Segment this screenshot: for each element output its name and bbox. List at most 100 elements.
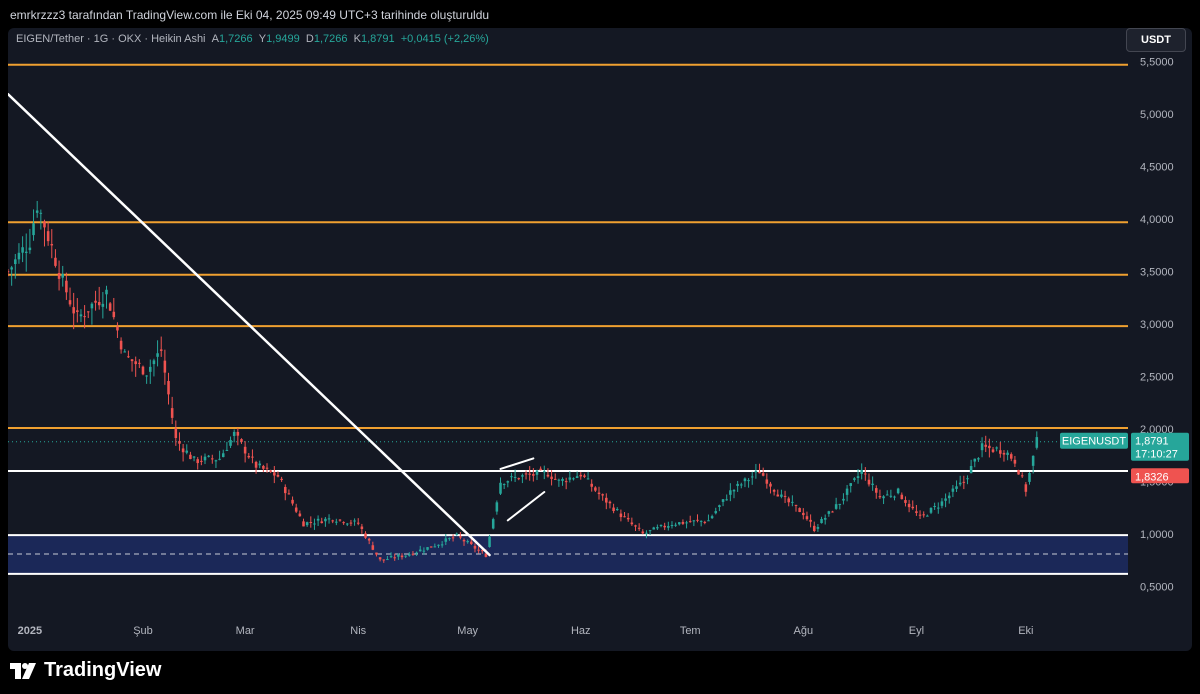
candle-body: [119, 340, 123, 350]
candle-body: [820, 518, 823, 524]
candle-body: [298, 513, 302, 517]
candle-body: [393, 557, 396, 559]
candle-body: [1028, 472, 1031, 482]
candle-body: [787, 498, 790, 503]
symbol-tag-text: EIGENUSDT: [1062, 436, 1126, 448]
candle-body: [397, 554, 400, 557]
candle-body: [707, 520, 710, 522]
candle-body: [856, 476, 860, 479]
candle-body: [652, 527, 656, 530]
candle-body: [499, 482, 502, 494]
candle-body: [685, 522, 688, 524]
candle-body: [39, 212, 43, 214]
candle-body: [50, 244, 54, 246]
currency-button[interactable]: USDT: [1126, 28, 1186, 52]
candle-body: [645, 532, 648, 534]
y-axis-tick-label: 3,0000: [1140, 319, 1174, 331]
candle-body: [915, 511, 918, 513]
candle-body: [853, 478, 856, 480]
candle-body: [710, 516, 714, 519]
y-axis-tick-label: 4,0000: [1140, 214, 1174, 226]
chart-frame[interactable]: 0,50001,00001,50002,00002,50003,00003,50…: [8, 28, 1192, 651]
candle-body: [280, 478, 283, 480]
trendline[interactable]: [506, 491, 546, 522]
candle-body: [287, 493, 291, 495]
candle-body: [575, 476, 579, 479]
tradingview-logo[interactable]: TradingView: [10, 659, 161, 682]
candle-body: [889, 495, 893, 497]
candle-body: [360, 526, 364, 530]
legend-open-label: A: [211, 33, 219, 45]
candle-body: [937, 507, 940, 509]
candle-body: [988, 445, 991, 449]
candle-body: [408, 554, 411, 556]
candle-body: [156, 353, 159, 357]
candle-body: [630, 522, 634, 525]
trendline[interactable]: [499, 457, 535, 470]
candle-body: [338, 519, 342, 521]
candle-body: [827, 511, 831, 514]
candle-body: [105, 289, 108, 295]
candle-body: [14, 259, 17, 265]
candle-body: [900, 494, 904, 500]
candle-body: [933, 506, 936, 508]
candle-body: [46, 231, 50, 242]
candle-body: [495, 502, 499, 512]
candle-body: [947, 495, 951, 499]
candle-body: [502, 484, 506, 486]
candle-body: [1009, 454, 1013, 459]
candle-body: [305, 522, 309, 526]
candle-body: [422, 550, 426, 552]
candle-body: [973, 458, 977, 462]
candle-body: [54, 257, 57, 266]
candle-body: [10, 267, 13, 270]
candle-body: [677, 522, 681, 525]
y-axis-tick-label: 0,5000: [1140, 582, 1174, 594]
candle-body: [696, 519, 699, 521]
candle-body: [791, 501, 794, 503]
legend-low-value: 1,7266: [313, 33, 348, 45]
candle-body: [232, 431, 236, 436]
candle-body: [382, 559, 386, 561]
candle-body: [79, 314, 83, 317]
candle-body: [141, 366, 145, 375]
candle-body: [557, 479, 561, 481]
x-axis-tick-label: Ağu: [794, 625, 814, 637]
candle-body: [594, 487, 597, 491]
legend-symbol: EIGEN/Tether · 1G · OKX · Heikin Ashi: [16, 33, 206, 45]
legend-open-value: 1,7266: [218, 33, 253, 45]
candle-body: [798, 508, 801, 513]
candle-body: [535, 470, 539, 475]
trendline[interactable]: [8, 92, 491, 557]
candle-body: [28, 247, 32, 251]
candle-body: [513, 476, 517, 478]
candle-body: [904, 500, 907, 503]
candle-body: [597, 492, 601, 495]
candle-body: [236, 431, 240, 436]
chart-canvas[interactable]: 0,50001,00001,50002,00002,50003,00003,50…: [8, 28, 1192, 651]
candle-body: [371, 545, 375, 550]
attribution-text: emrkrzzz3 tarafından TradingView.com ile…: [10, 8, 490, 22]
candle-body: [378, 557, 382, 560]
candle-body: [521, 475, 524, 477]
candle-body: [68, 300, 72, 305]
candle-body: [845, 488, 849, 495]
candle-body: [955, 486, 958, 489]
candle-body: [721, 499, 725, 502]
candle-body: [189, 454, 192, 460]
candle-body: [207, 455, 210, 457]
candle-body: [732, 489, 736, 492]
candle-body: [130, 359, 134, 362]
candle-body: [346, 523, 349, 525]
candle-body: [225, 449, 229, 451]
candle-body: [145, 375, 148, 377]
candle-body: [364, 533, 367, 538]
candle-body: [258, 463, 262, 466]
x-axis-tick-label: Eki: [1018, 625, 1033, 637]
candle-body: [966, 478, 969, 480]
y-axis-tick-label: 5,5000: [1140, 57, 1174, 69]
candle-body: [506, 481, 510, 483]
candle-body: [780, 494, 783, 497]
candle-body: [681, 521, 685, 524]
candle-body: [524, 473, 528, 475]
